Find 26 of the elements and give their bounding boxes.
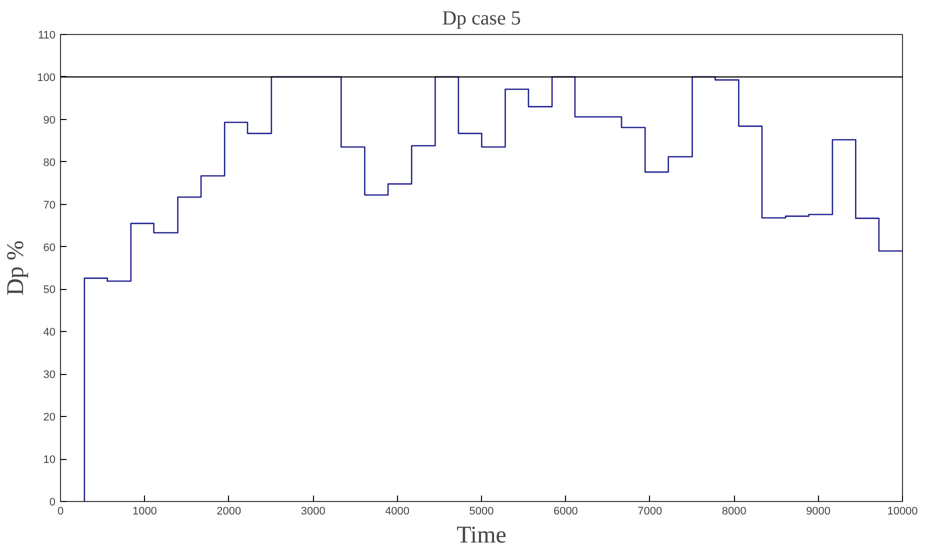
x-tick-label: 4000 <box>385 506 410 518</box>
x-tick-label: 5000 <box>469 506 494 518</box>
y-tick-label: 60 <box>43 242 56 254</box>
x-tick-label: 10000 <box>887 506 918 518</box>
y-tick-label: 30 <box>43 369 56 382</box>
x-tick-label: 9000 <box>806 506 831 518</box>
y-tick-label: 10 <box>43 454 56 466</box>
y-tick-label: 90 <box>43 114 56 126</box>
x-tick-label: 8000 <box>722 506 746 518</box>
y-tick-label: 40 <box>43 326 56 339</box>
y-tick-label: 20 <box>43 412 56 424</box>
x-tick-label: 0 <box>57 506 64 518</box>
x-tick-label: 1000 <box>132 506 157 518</box>
y-tick-label: 80 <box>43 156 56 169</box>
y-tick-label: 100 <box>37 72 56 84</box>
x-tick-label: 2000 <box>216 506 242 518</box>
x-tick-label: 3000 <box>300 506 326 518</box>
y-tick-label: 0 <box>49 496 56 508</box>
x-tick-label: 7000 <box>638 506 662 518</box>
x-axis-title: Time <box>456 522 506 548</box>
y-tick-label: 110 <box>38 30 56 42</box>
x-tick-label: 6000 <box>553 506 578 518</box>
y-tick-label: 50 <box>43 284 56 296</box>
y-tick-label: 70 <box>43 199 56 212</box>
y-axis-title: Dp % <box>3 240 30 296</box>
chart-title: Dp case 5 <box>442 8 521 30</box>
